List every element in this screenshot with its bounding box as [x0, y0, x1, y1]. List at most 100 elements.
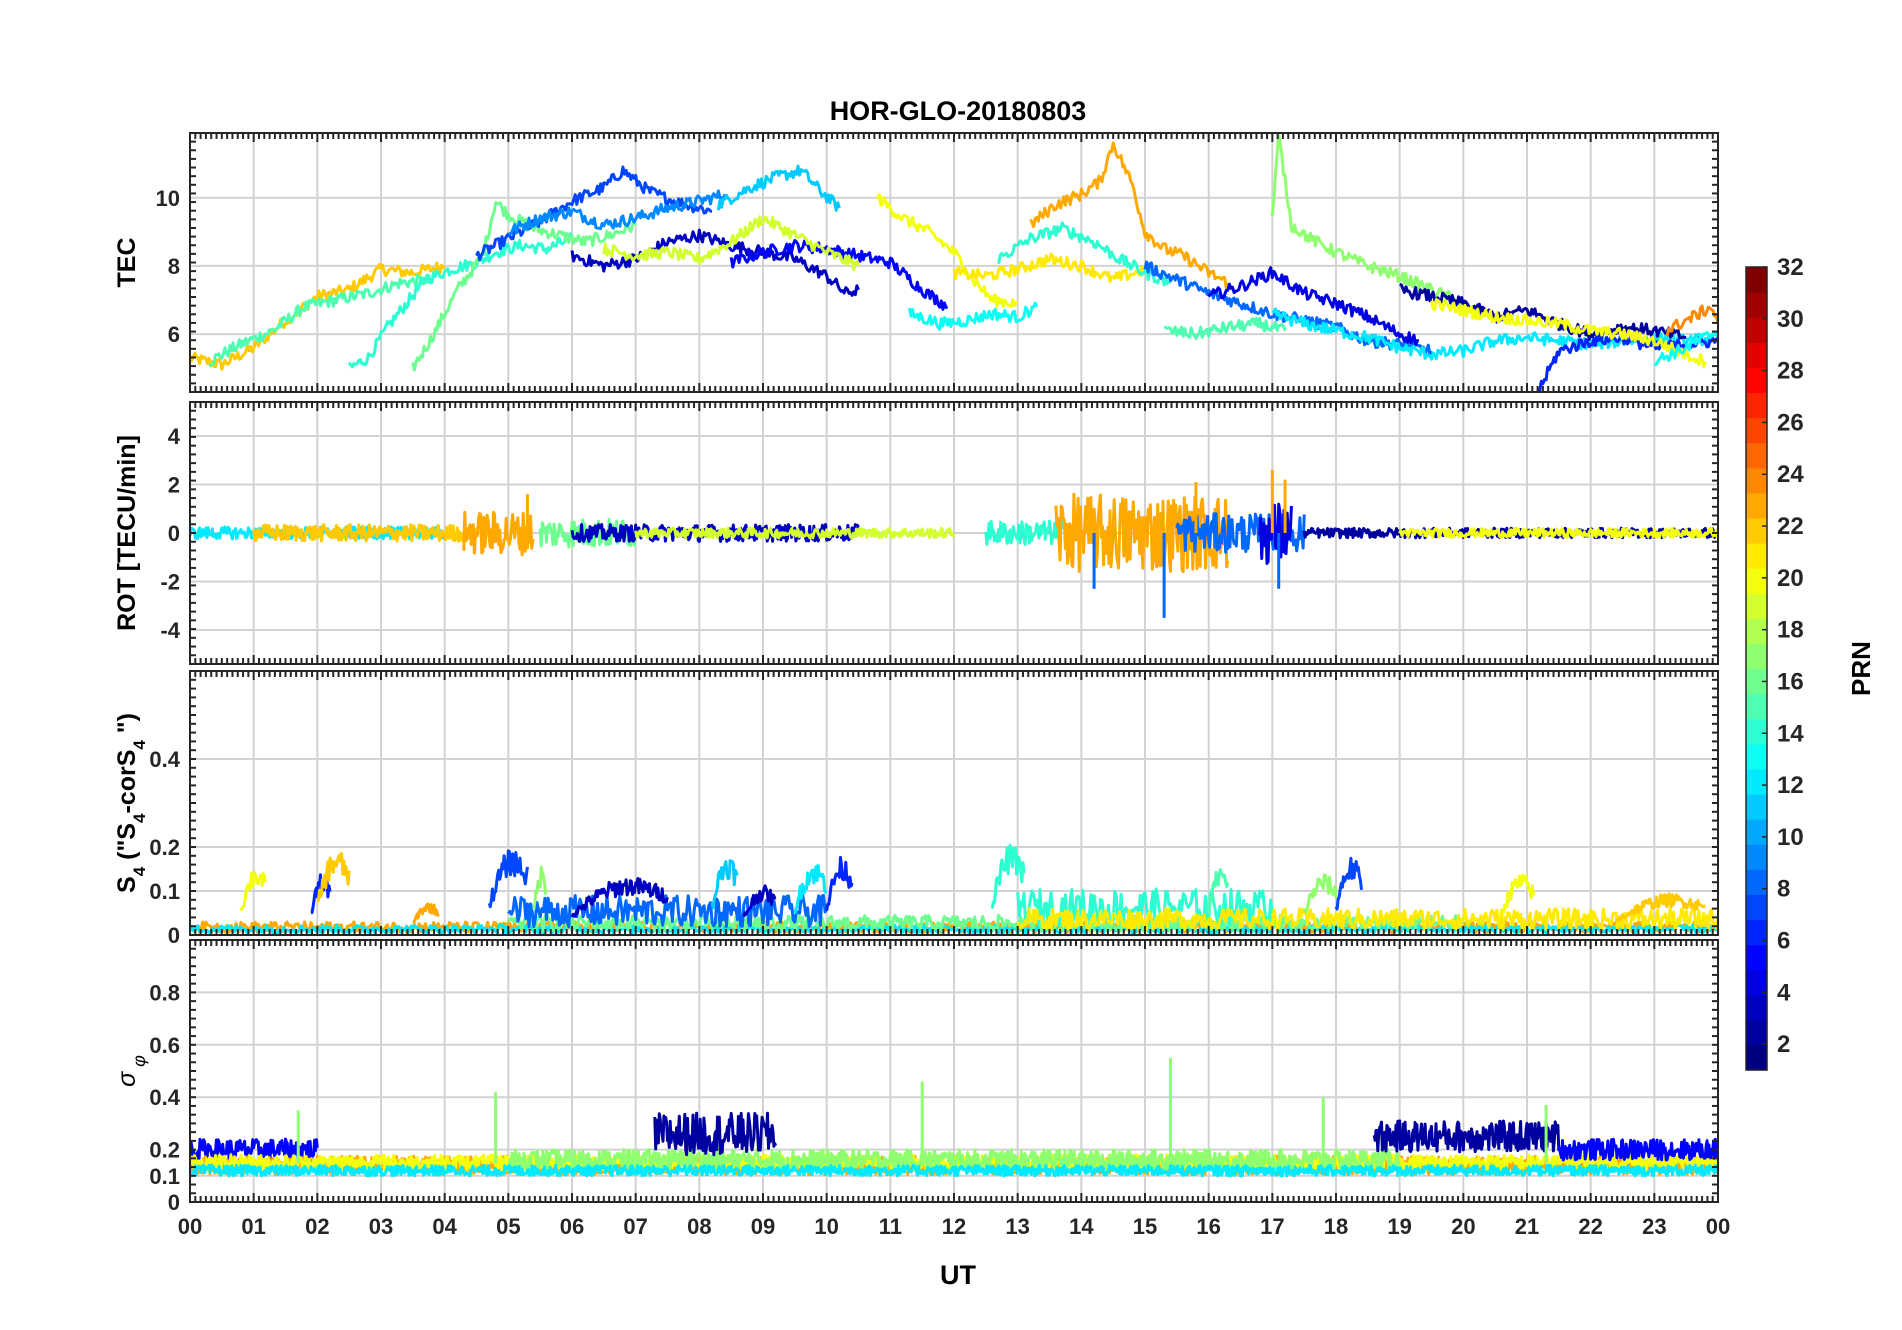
tec-series-prn11	[716, 164, 841, 212]
tec-series-prn21	[952, 252, 1147, 284]
colorbar-bin	[1746, 292, 1767, 318]
colorbar-bin	[1746, 643, 1767, 670]
rot-series-prn19	[634, 526, 956, 540]
tec-series-prn15	[1163, 316, 1287, 340]
colorbar-tick-label: 16	[1777, 668, 1804, 695]
s4-burst-prn7	[487, 849, 529, 909]
colorbar-tick-label: 26	[1777, 409, 1804, 436]
colorbar-bin	[1746, 618, 1767, 645]
colorbar-bin	[1746, 768, 1767, 795]
colorbar-bin	[1746, 593, 1767, 619]
series-sigma_phi	[190, 1057, 1718, 1178]
colorbar-tick-label: 8	[1777, 876, 1790, 903]
colorbar-bin	[1746, 543, 1767, 569]
s4-burst-prn20	[239, 871, 268, 912]
s4-burst-prn6	[825, 855, 854, 912]
s4-burst-prn14	[990, 843, 1026, 909]
x-tick-label: 06	[560, 1214, 584, 1239]
y-tick-label: 0.2	[149, 1138, 180, 1163]
x-tick-label: 00	[1706, 1214, 1730, 1239]
s4-burst-prn17	[1302, 873, 1338, 914]
colorbar-bin	[1746, 367, 1767, 394]
sigma-series-prn5	[190, 1137, 319, 1162]
y-tick-label: 0	[168, 1190, 180, 1215]
y-tick-label: 0	[168, 521, 180, 546]
series-tec	[190, 133, 1718, 392]
colorbar-bin	[1746, 969, 1767, 996]
colorbar-tick-label: 20	[1777, 565, 1804, 592]
minor-ticks	[189, 670, 1719, 936]
rot-series-prn4	[1258, 502, 1293, 565]
s4-burst-prn11	[710, 859, 739, 910]
x-tick-label: 18	[1324, 1214, 1348, 1239]
panel-tec: 6 8 10 TEC	[113, 132, 1719, 393]
y-tick-label: 6	[168, 322, 180, 347]
x-tick-label: 17	[1260, 1214, 1284, 1239]
colorbar-bin	[1746, 919, 1767, 946]
s4-burst-prn12	[793, 864, 828, 915]
s4-burst-prn15	[1207, 868, 1230, 915]
y-tick-label: 0.2	[149, 835, 180, 860]
rot-series-prn2	[1302, 526, 1718, 540]
colorbar-tick-label: 18	[1777, 617, 1804, 644]
x-tick-label: 20	[1451, 1214, 1475, 1239]
s4-burst-prn3	[570, 877, 669, 918]
y-tick-label: 4	[168, 424, 181, 449]
s4-burst-prn23	[412, 902, 440, 924]
tec-series-prn3	[570, 228, 860, 297]
x-tick-label: 02	[305, 1214, 329, 1239]
y-tick-label: 0.1	[149, 1164, 180, 1189]
colorbar-tick-label: 24	[1777, 461, 1804, 488]
y-tick-label: 0.6	[149, 1033, 180, 1058]
sigma-series-prn2	[653, 1111, 778, 1157]
tec-series-prn14	[347, 232, 574, 369]
tec-series-prn13	[907, 301, 1039, 331]
x-tick-label: 03	[369, 1214, 393, 1239]
colorbar-label: PRN	[1846, 641, 1876, 696]
tec-series-prn23	[1029, 141, 1230, 289]
x-tick-label: 12	[942, 1214, 966, 1239]
x-tick-label: 11	[879, 1214, 902, 1239]
minor-ticks	[189, 132, 1719, 393]
colorbar-bin	[1746, 668, 1767, 695]
colorbar-bin	[1746, 894, 1767, 921]
s4-burst-prn17	[532, 865, 548, 910]
colorbar-tick-label: 4	[1777, 979, 1791, 1006]
panel-rot: -4 -2 0 2 4 ROT [TECU/min]	[113, 401, 1719, 665]
panel-s4: 0 0.1 0.2 0.4S4 ("S4-corS4 ")	[113, 670, 1719, 948]
y-axis-label: σ φ	[113, 1055, 149, 1087]
tec-series-prn2	[1399, 282, 1687, 341]
s4-burst-prn3	[742, 884, 777, 918]
colorbar-bin	[1746, 317, 1767, 343]
colorbar-bin	[1746, 267, 1767, 293]
colorbar-tick-label: 22	[1777, 513, 1804, 540]
tec-series-prn19	[602, 215, 860, 271]
s4-burst-prn20	[1500, 873, 1535, 914]
y-tick-label: 0.4	[149, 747, 180, 772]
colorbar-bin	[1746, 442, 1767, 469]
y-axis-label: S4 ("S4-corS4 ")	[113, 713, 149, 893]
sigma-series-prn12	[190, 1163, 1718, 1178]
rot-series-prn23	[1054, 492, 1230, 574]
tec-series-prn20	[876, 193, 1019, 308]
tec-series-prn5	[729, 239, 949, 311]
tec-series-prn24	[1665, 304, 1718, 337]
y-tick-label: 2	[168, 472, 180, 497]
colorbar-tick-label: 2	[1777, 1031, 1790, 1058]
minor-ticks	[189, 939, 1719, 1203]
colorbar-bin	[1746, 467, 1767, 494]
colorbar-bin	[1746, 994, 1767, 1021]
colorbar-bin	[1746, 342, 1767, 368]
rot-series-prn23	[462, 510, 536, 557]
colorbar-tick-label: 6	[1777, 927, 1790, 954]
y-tick-label: 10	[156, 186, 180, 211]
s4-background-prn16	[506, 913, 1465, 933]
x-tick-label: 01	[241, 1214, 265, 1239]
tec-series-prn20	[1430, 298, 1707, 369]
x-tick-label: 19	[1387, 1214, 1411, 1239]
y-tick-label: 0.8	[149, 980, 180, 1005]
colorbar-bin	[1746, 844, 1767, 870]
series-rot	[190, 469, 1718, 618]
rot-series-prn22	[252, 523, 478, 543]
